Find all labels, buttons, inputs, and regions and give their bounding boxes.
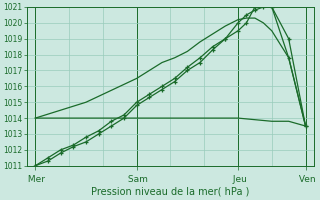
- X-axis label: Pression niveau de la mer( hPa ): Pression niveau de la mer( hPa ): [91, 187, 250, 197]
